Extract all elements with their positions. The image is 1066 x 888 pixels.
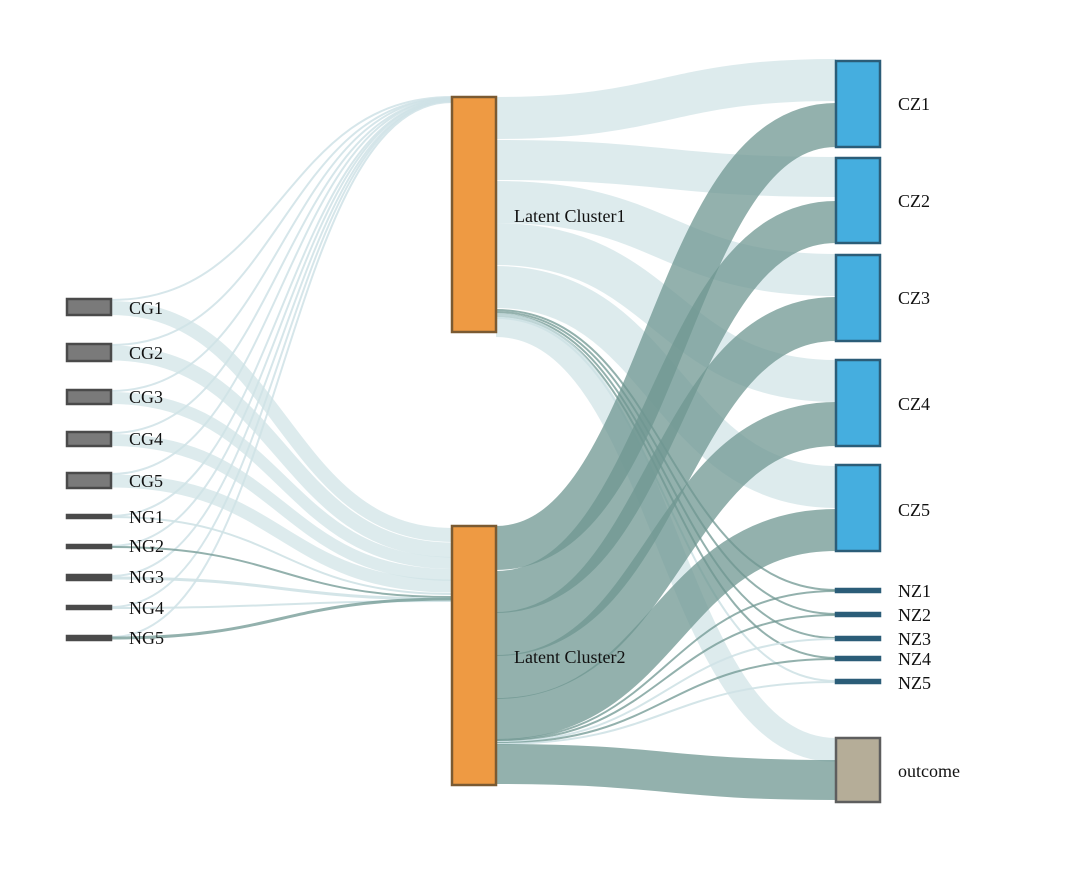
label-ng5: NG5	[129, 628, 164, 648]
link-cg3-to-lc1	[110, 97, 453, 392]
node-cz3	[834, 253, 882, 343]
link-lc1-to-cz3	[495, 181, 837, 296]
label-ng1: NG1	[129, 507, 164, 527]
node-cg5	[65, 471, 113, 490]
node-ng1	[65, 513, 113, 520]
node-ng5	[65, 634, 113, 642]
label-outcome: outcome	[898, 761, 960, 781]
diagram-nodes	[65, 59, 882, 804]
label-cz3: CZ3	[898, 288, 930, 308]
node-cz4	[834, 358, 882, 448]
link-lc2-to-cz2	[494, 201, 838, 613]
link-cg4-to-lc1	[110, 98, 453, 434]
node-nz4	[834, 655, 882, 662]
link-lc2-to-nz4	[495, 658, 837, 744]
label-cg1: CG1	[129, 298, 163, 318]
label-cg5: CG5	[129, 471, 163, 491]
link-lc2-to-nz5	[495, 681, 837, 745]
link-lc2-to-cz5	[495, 509, 837, 740]
link-cg2-to-lc1	[110, 97, 453, 346]
node-cg2	[65, 342, 113, 363]
link-ng5-to-lc1	[110, 101, 453, 638]
node-ng2	[65, 543, 113, 550]
label-ng2: NG2	[129, 536, 164, 556]
link-lc2-to-nz2	[495, 614, 837, 742]
node-outcome	[834, 736, 882, 804]
node-cz5	[834, 463, 882, 553]
link-lc2-to-nz1	[495, 590, 837, 741]
label-nz3: NZ3	[898, 629, 931, 649]
node-nz2	[834, 611, 882, 618]
node-cg1	[65, 297, 113, 317]
node-ng3	[65, 573, 113, 582]
label-nz1: NZ1	[898, 581, 931, 601]
link-lc2-to-cz3	[494, 297, 838, 656]
label-ng3: NG3	[129, 567, 164, 587]
link-ng2-to-lc2	[110, 546, 453, 598]
node-ng4	[65, 604, 113, 611]
link-lc2-to-outcome	[495, 744, 837, 800]
node-nz5	[834, 678, 882, 685]
node-lc1	[450, 95, 498, 334]
link-cg1-to-lc1	[110, 96, 453, 301]
node-cg3	[65, 388, 113, 406]
node-nz3	[834, 635, 882, 642]
node-cg4	[65, 430, 113, 448]
flow-links	[110, 59, 838, 800]
label-lc2: Latent Cluster2	[514, 647, 625, 667]
link-cg5-to-lc2	[110, 474, 453, 593]
label-cz5: CZ5	[898, 500, 930, 520]
label-ng4: NG4	[129, 598, 164, 618]
link-lc1-to-cz1	[495, 59, 837, 139]
link-ng1-to-lc2	[110, 516, 453, 595]
label-cg2: CG2	[129, 343, 163, 363]
node-cz2	[834, 156, 882, 245]
link-cg2-to-lc2	[110, 345, 453, 558]
node-lc2	[450, 524, 498, 787]
label-cz4: CZ4	[898, 394, 930, 414]
label-cg3: CG3	[129, 387, 163, 407]
link-ng5-to-lc2	[110, 597, 453, 640]
link-lc1-to-cz2	[495, 140, 837, 197]
label-cg4: CG4	[129, 429, 163, 449]
link-lc2-to-cz1	[494, 103, 838, 570]
node-nz1	[834, 587, 882, 594]
link-lc2-to-cz4	[495, 402, 837, 699]
label-nz5: NZ5	[898, 673, 931, 693]
link-ng3-to-lc2	[110, 576, 453, 601]
node-labels: CG1 CG2 CG3 CG4 CG5 NG1 NG2 NG3 NG4 NG5 Latent Clu…	[129, 94, 960, 781]
link-lc2-to-nz3	[495, 638, 837, 743]
label-nz2: NZ2	[898, 605, 931, 625]
label-nz4: NZ4	[898, 649, 931, 669]
label-cz1: CZ1	[898, 94, 930, 114]
link-cg3-to-lc2	[110, 392, 453, 569]
link-cg1-to-lc2	[110, 301, 453, 542]
label-lc1: Latent Cluster1	[514, 206, 625, 226]
label-cz2: CZ2	[898, 191, 930, 211]
node-cz1	[834, 59, 882, 149]
link-cg4-to-lc2	[110, 434, 453, 581]
